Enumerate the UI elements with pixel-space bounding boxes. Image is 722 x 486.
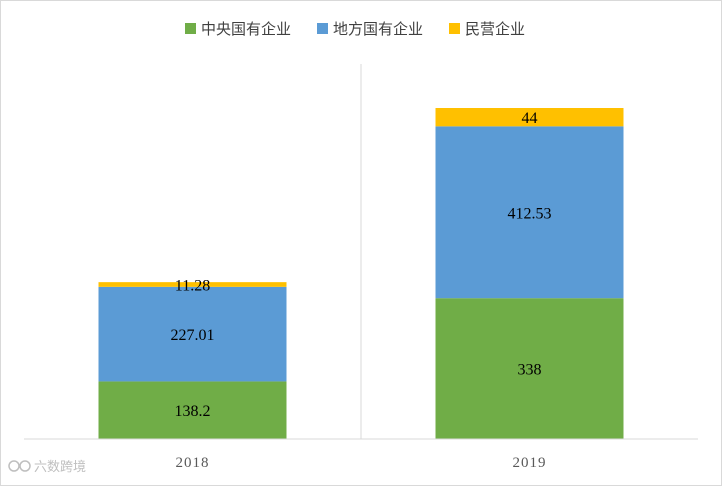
bar-2018-series-2 xyxy=(98,282,287,287)
legend-label-2: 民营企业 xyxy=(465,20,525,38)
legend-swatch-0 xyxy=(185,23,196,34)
legend-label-1: 地方国有企业 xyxy=(333,20,423,38)
watermark-logo-icon xyxy=(8,460,31,472)
bar-2019-series-1 xyxy=(435,126,624,299)
data-label-2018-series-1: 227.01 xyxy=(171,327,215,344)
data-labels: 138.2 227.01 11.28 338 412.53 44 xyxy=(171,110,552,420)
data-label-2019-series-1: 412.53 xyxy=(508,205,552,222)
x-tick-labels: 2018 2019 xyxy=(176,455,547,471)
data-label-2018-series-2: 11.28 xyxy=(175,278,210,295)
bar-2019-series-0 xyxy=(435,298,624,439)
data-label-2019-series-2: 44 xyxy=(522,110,538,127)
watermark: 六数跨境 xyxy=(8,460,86,475)
bars xyxy=(98,108,624,439)
data-label-2018-series-0: 138.2 xyxy=(175,403,211,420)
legend-swatch-2 xyxy=(449,23,460,34)
legend: 中央国有企业 地方国有企业 民营企业 xyxy=(185,20,525,38)
x-tick-2019: 2019 xyxy=(513,455,547,471)
watermark-text: 六数跨境 xyxy=(34,460,86,475)
bar-2019-series-2 xyxy=(435,108,624,127)
bar-2018-series-0 xyxy=(98,381,287,439)
legend-label-0: 中央国有企业 xyxy=(201,20,291,38)
x-tick-2018: 2018 xyxy=(176,455,210,471)
legend-swatch-1 xyxy=(317,23,328,34)
bar-2018-series-1 xyxy=(98,286,287,382)
data-label-2019-series-0: 338 xyxy=(518,362,542,379)
